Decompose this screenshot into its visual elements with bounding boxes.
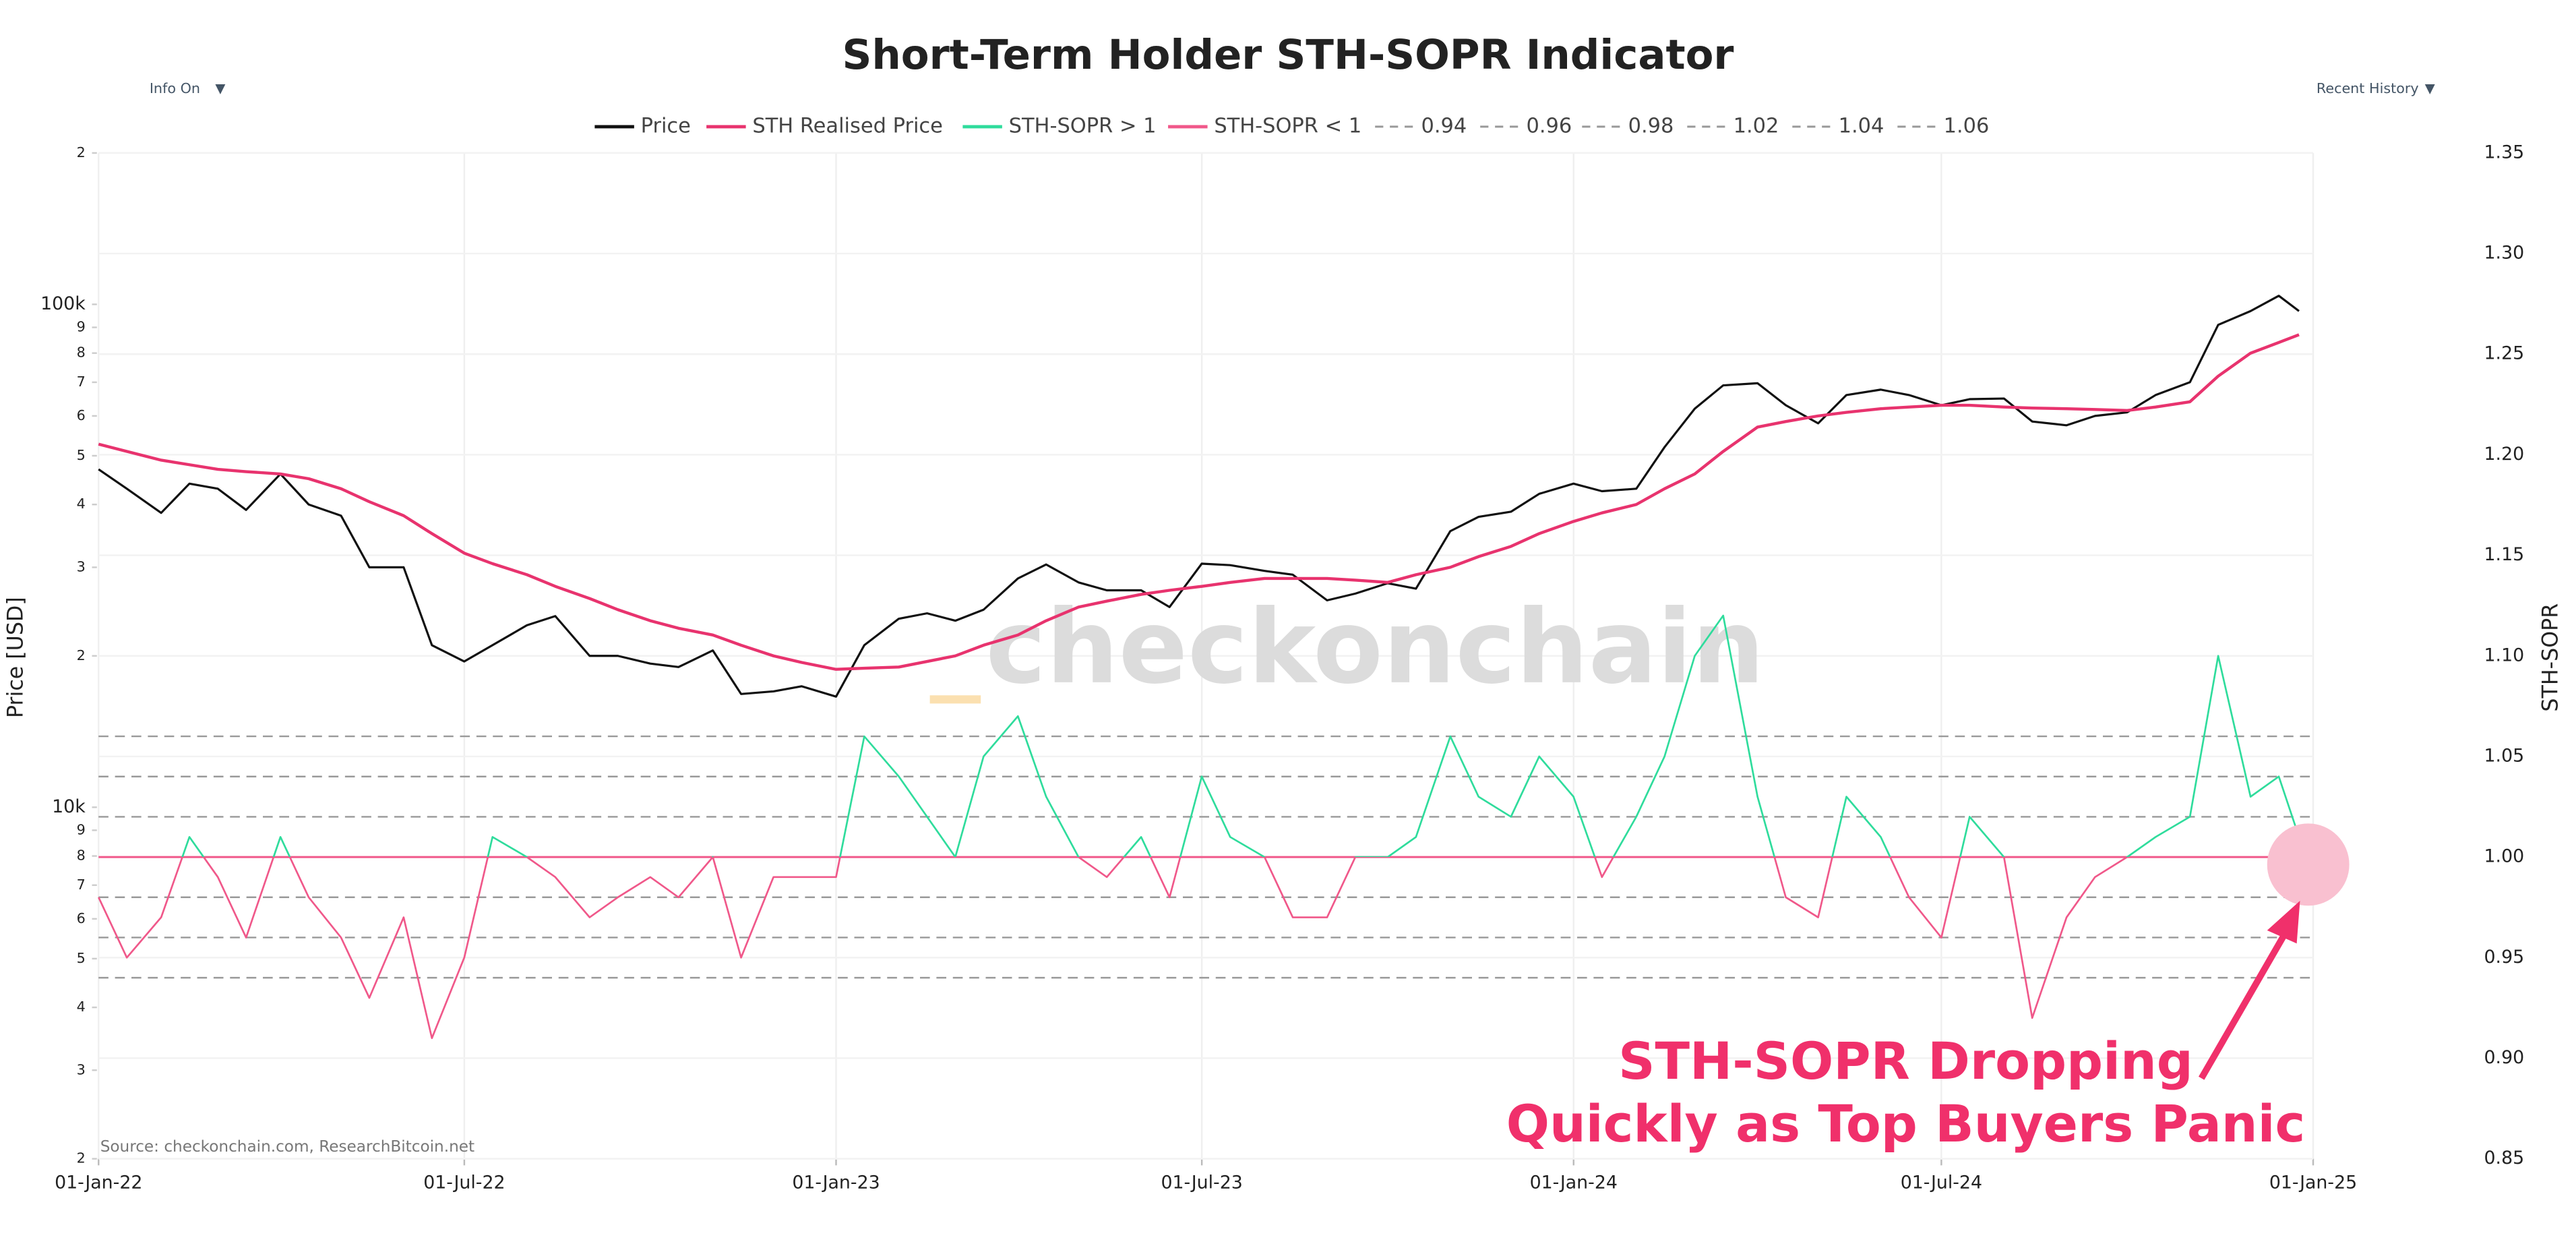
y-tick-label: 10k: [52, 796, 86, 817]
realised-price-line: [98, 333, 2300, 671]
y-tick-label: 2: [77, 144, 86, 160]
highlight-circle: [2267, 823, 2350, 906]
y-tick-label: 2: [77, 1150, 86, 1166]
control[interactable]: Recent History ▼: [2317, 80, 2435, 96]
x-tick-label: 01-Jul-22: [423, 1173, 505, 1193]
y2-tick-label: 0.95: [2484, 947, 2525, 968]
legend-label: STH-SOPR > 1: [1009, 114, 1157, 138]
legend: Price STH Realised Price STH-SOPR > 1 STH-S…: [594, 114, 1989, 138]
y-tick-label: 9: [77, 319, 86, 335]
y-tick-label: 8: [77, 848, 86, 864]
x-tick-label: 01-Jan-22: [55, 1173, 142, 1193]
annotation: STH-SOPR Dropping: [1618, 1032, 2193, 1091]
y2-tick-label: 1.25: [2484, 343, 2525, 364]
legend-label: Price: [641, 114, 691, 138]
control-caret[interactable]: ▼: [215, 80, 225, 96]
x-tick-label: 01-Jan-24: [1530, 1173, 1618, 1193]
legend-label: STH-SOPR < 1: [1214, 114, 1361, 138]
control-label[interactable]: Recent History: [2317, 80, 2419, 96]
x-tick-label: 01-Jul-24: [1901, 1173, 1982, 1193]
control-caret[interactable]: ▼: [2425, 80, 2435, 96]
y-tick-label: 6: [77, 910, 86, 926]
sopr-line-above: [181, 614, 2300, 858]
control[interactable]: Info On ▼: [150, 80, 225, 96]
arrow: [2199, 928, 2290, 1080]
x-tick-label: 01-Jan-25: [2269, 1173, 2357, 1193]
arrow-head: [2267, 900, 2300, 944]
y2-axis-label: STH-SOPR: [2538, 603, 2563, 712]
legend-label: 0.96: [1526, 114, 1572, 138]
y-tick-label: 5: [77, 447, 86, 463]
y2-tick-label: 1.05: [2484, 745, 2525, 766]
x-tick-label: 01-Jul-23: [1161, 1173, 1242, 1193]
y2-tick-label: 1.30: [2484, 243, 2525, 264]
annotation: Quickly as Top Buyers Panic: [1506, 1094, 2306, 1154]
y-tick-label: 7: [77, 374, 86, 390]
y2-tick-label: 1.35: [2484, 142, 2525, 162]
plot: [98, 295, 2313, 1040]
y-axis-label: Price [USD]: [3, 597, 28, 718]
source: Source: checkonchain.com, ResearchBitcoi…: [100, 1138, 474, 1156]
control-label[interactable]: Info On: [150, 80, 200, 96]
y2-tick-label: 1.10: [2484, 645, 2525, 665]
y-tick-label: 4: [77, 496, 86, 512]
watermark-accent: [929, 695, 981, 704]
y2-tick-label: 1.15: [2484, 544, 2525, 565]
y-tick-label: 7: [77, 877, 86, 893]
y-tick-label: 2: [77, 647, 86, 663]
y2-tick-label: 0.85: [2484, 1148, 2525, 1168]
watermark: checkonchain: [986, 588, 1765, 707]
legend-label: 0.98: [1628, 114, 1674, 138]
y2-tick-label: 1.00: [2484, 846, 2525, 867]
y-tick-label: 3: [77, 558, 86, 574]
legend-label: 1.02: [1734, 114, 1779, 138]
y-tick-label: 8: [77, 345, 86, 361]
y-tick-label: 5: [77, 950, 86, 966]
legend-label: STH Realised Price: [752, 114, 943, 138]
y2-tick-label: 0.90: [2484, 1047, 2525, 1068]
y-tick-label: 4: [77, 999, 86, 1015]
legend-label: 1.06: [1944, 114, 1990, 138]
sopr-line-below: [98, 857, 2129, 1040]
y-tick-label: 9: [77, 821, 86, 837]
y2-tick-label: 1.20: [2484, 444, 2525, 465]
y-tick-label: 6: [77, 407, 86, 423]
chart-title: Short-Term Holder STH-SOPR Indicator: [842, 31, 1734, 79]
legend-label: 1.04: [1839, 114, 1884, 138]
x-tick-label: 01-Jan-23: [792, 1173, 880, 1193]
y-tick-label: 100k: [40, 293, 86, 314]
legend-label: 0.94: [1421, 114, 1467, 138]
y-tick-label: 3: [77, 1061, 86, 1077]
